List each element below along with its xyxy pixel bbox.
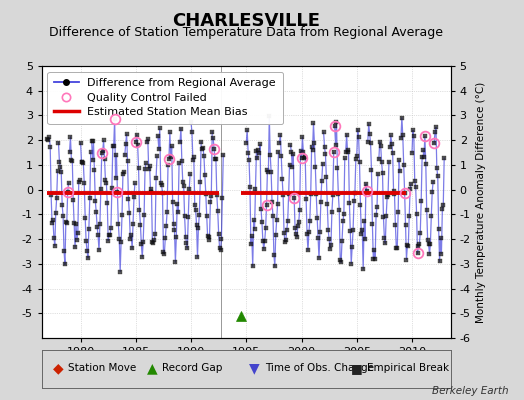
Text: ■: ■ [351,362,363,375]
Text: Time of Obs. Change: Time of Obs. Change [265,363,374,373]
Text: ◆: ◆ [53,361,63,375]
Legend: Difference from Regional Average, Quality Control Failed, Estimated Station Mean: Difference from Regional Average, Qualit… [48,72,283,124]
Text: Record Gap: Record Gap [162,363,223,373]
Text: ▼: ▼ [249,361,260,375]
Text: Difference of Station Temperature Data from Regional Average: Difference of Station Temperature Data f… [49,26,443,39]
Text: ▲: ▲ [147,361,158,375]
Y-axis label: Monthly Temperature Anomaly Difference (°C): Monthly Temperature Anomaly Difference (… [476,81,486,323]
Text: Berkeley Earth: Berkeley Earth [432,386,508,396]
Text: Empirical Break: Empirical Break [367,363,449,373]
Text: Station Move: Station Move [69,363,137,373]
Text: CHARLESVILLE: CHARLESVILLE [172,12,320,30]
